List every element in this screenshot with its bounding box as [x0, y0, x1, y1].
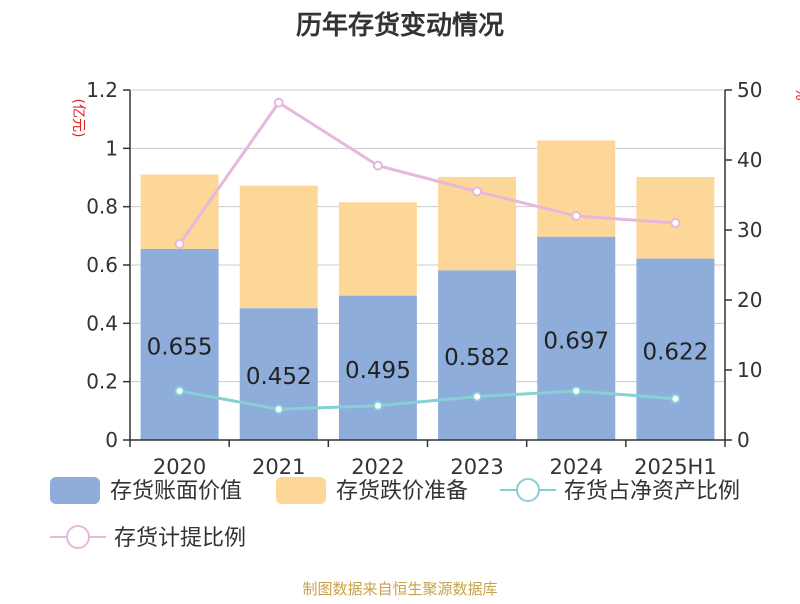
bar-impairment-reserve: [338, 202, 417, 296]
bar-data-label: 0.452: [246, 364, 312, 390]
y-axis-left-label: (亿元): [70, 99, 86, 138]
bar-data-label: 0.622: [642, 339, 708, 365]
y-axis-right-label: %: [792, 87, 800, 100]
bar-book-value: [438, 270, 517, 440]
y-left-tick-label: 1: [105, 136, 118, 160]
point-inventory-to-net-assets: [273, 404, 284, 415]
y-left-tick-label: 0.6: [86, 253, 118, 277]
y-right-tick-label: 20: [737, 288, 762, 312]
y-left-tick-label: 1.2: [86, 78, 118, 102]
bar-book-value: [140, 248, 219, 440]
data-labels: 0.655 0.452 0.495 0.582 0.697 0.622: [147, 328, 709, 390]
bar-data-label: 0.495: [345, 358, 411, 384]
legend-swatch-marker: [66, 525, 90, 549]
x-tick-label: 2021: [252, 455, 305, 479]
bar-impairment-reserve: [140, 174, 219, 249]
bar-data-label: 0.655: [147, 334, 213, 360]
point-provision-ratio: [670, 218, 681, 228]
x-tick-label: 2024: [550, 455, 603, 479]
y-right-tick-label: 10: [737, 358, 762, 382]
bar-series: [140, 140, 715, 440]
y-right-tick-label: 50: [737, 78, 762, 102]
bar-data-label: 0.582: [444, 345, 510, 371]
y-left-tick-label: 0: [105, 428, 118, 452]
point-inventory-to-net-assets: [670, 393, 681, 404]
legend-label: 存货跌价准备: [336, 479, 468, 504]
y-left-tick-label: 0.4: [86, 311, 118, 335]
point-provision-ratio: [571, 211, 582, 221]
axes: 0 0.2 0.4 0.6 0.8 1 1.2 0 10 20 30 40 50 2020 2021 2022…: [86, 78, 762, 479]
bar-book-value: [636, 258, 715, 440]
point-provision-ratio: [472, 186, 483, 197]
bar-impairment-reserve: [239, 185, 318, 309]
y-left-tick-label: 0.8: [86, 195, 118, 219]
x-tick-label: 2023: [450, 455, 503, 479]
bar-impairment-reserve: [537, 140, 616, 237]
bar-book-value: [537, 236, 616, 440]
legend-label: 存货占净资产比例: [564, 479, 740, 504]
legend-swatch-marker: [516, 478, 540, 502]
y-right-tick-label: 40: [737, 148, 762, 172]
legend-swatch-bar: [276, 477, 326, 504]
point-inventory-to-net-assets: [472, 391, 483, 402]
y-right-tick-label: 30: [737, 218, 762, 242]
point-provision-ratio: [372, 160, 383, 171]
bar-data-label: 0.697: [543, 328, 609, 354]
legend-label: 存货计提比例: [114, 526, 246, 551]
chart-title: 历年存货变动情况: [296, 10, 504, 41]
x-tick-label: 2025H1: [634, 455, 717, 479]
line-inventory-to-net-assets: [179, 389, 676, 411]
y-right-tick-label: 0: [737, 428, 750, 452]
y-left-tick-label: 0.2: [86, 370, 118, 394]
x-tick-label: 2020: [153, 455, 206, 479]
point-inventory-to-net-assets: [174, 386, 185, 396]
bar-impairment-reserve: [636, 176, 715, 259]
point-inventory-to-net-assets: [372, 400, 383, 411]
line-series: [174, 97, 681, 415]
legend-swatch-bar: [50, 477, 100, 504]
x-tick-label: 2022: [351, 455, 404, 479]
point-provision-ratio: [174, 239, 185, 249]
grid-lines: [130, 89, 725, 383]
bar-book-value: [338, 295, 417, 440]
bar-book-value: [239, 308, 318, 440]
source-note: 制图数据来自恒生聚源数据库: [302, 580, 497, 598]
line-provision-ratio: [178, 100, 676, 245]
point-provision-ratio: [273, 97, 284, 108]
point-inventory-to-net-assets: [571, 386, 582, 396]
legend-label: 存货账面价值: [110, 479, 242, 504]
